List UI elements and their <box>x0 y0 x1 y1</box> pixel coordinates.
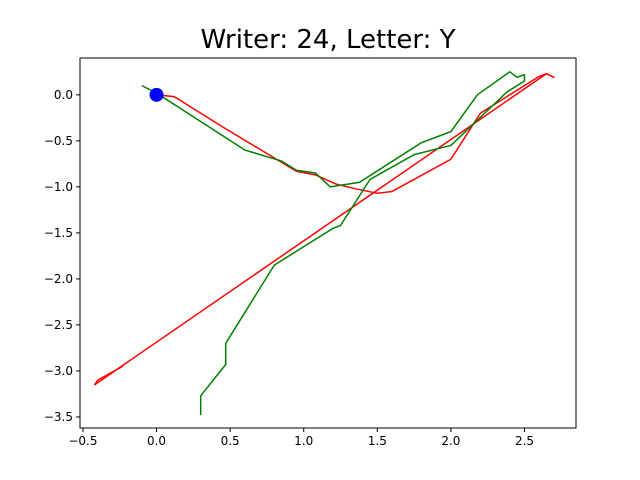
y-axis: 0.0 −0.5 −1.0 −1.5 −2.0 −2.5 −3.0 −3.5 <box>44 88 80 424</box>
y-tick-label: −3.5 <box>44 410 73 424</box>
x-axis: −0.5 0.0 0.5 1.0 1.5 2.0 2.5 <box>68 428 534 448</box>
x-tick-label: −0.5 <box>68 434 97 448</box>
x-tick-label: 1.5 <box>368 434 387 448</box>
x-tick-label: 2.5 <box>515 434 534 448</box>
start-point-marker <box>149 87 164 102</box>
series-line-1 <box>93 72 555 386</box>
chart-title: Writer: 24, Letter: Y <box>200 25 455 55</box>
y-tick-label: 0.0 <box>54 88 73 102</box>
y-tick-label: −0.5 <box>44 134 73 148</box>
y-tick-label: −2.5 <box>44 318 73 332</box>
y-tick-label: −3.0 <box>44 364 73 378</box>
series-layer <box>93 71 555 416</box>
x-tick-label: 0.0 <box>147 434 166 448</box>
x-tick-label: 1.0 <box>294 434 313 448</box>
y-tick-label: −1.5 <box>44 226 73 240</box>
marker-layer <box>149 87 164 102</box>
y-tick-label: −2.0 <box>44 272 73 286</box>
x-tick-label: 0.5 <box>221 434 240 448</box>
y-tick-label: −1.0 <box>44 180 73 194</box>
plot-area-frame <box>79 57 577 429</box>
series-line-2 <box>141 71 526 416</box>
x-tick-label: 2.0 <box>441 434 460 448</box>
